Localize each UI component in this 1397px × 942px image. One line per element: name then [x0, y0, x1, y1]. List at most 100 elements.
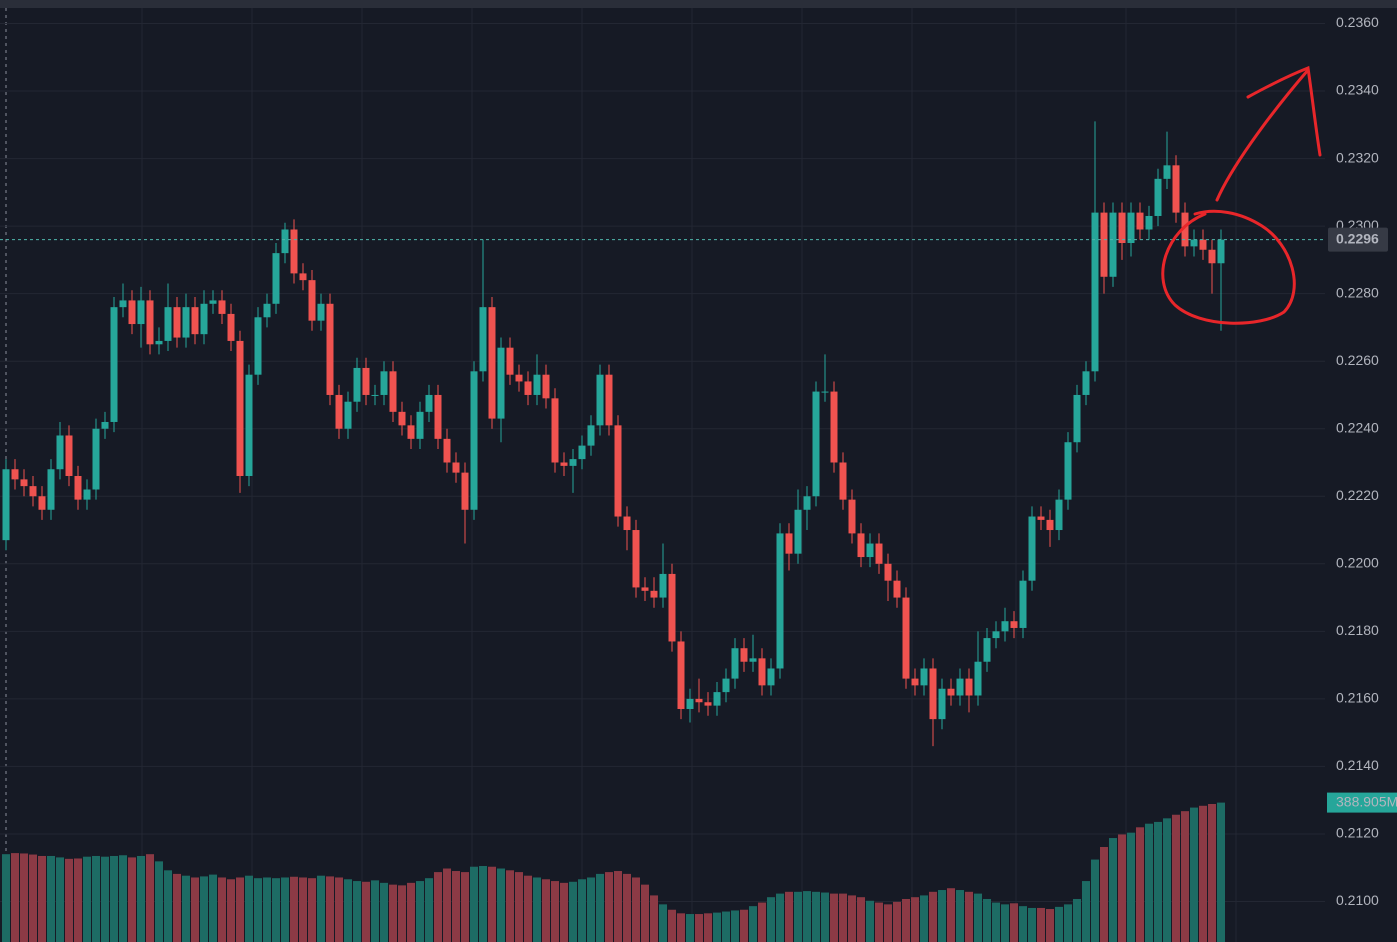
volume-bar — [254, 878, 262, 942]
volume-bar — [1055, 906, 1063, 942]
candle-body — [353, 367, 361, 402]
volume-bar — [1154, 821, 1162, 942]
candle-body — [254, 317, 262, 375]
y-tick-label: 0.2200 — [1336, 555, 1379, 571]
candle-body — [236, 340, 244, 476]
volume-bar — [731, 910, 739, 942]
volume-bar — [488, 866, 496, 942]
volume-bar — [380, 882, 388, 942]
volume-bar — [407, 882, 415, 942]
candle-body — [272, 253, 280, 304]
candle-body — [443, 438, 451, 463]
candle-body — [668, 573, 676, 642]
candle-body — [389, 371, 397, 412]
volume-bar — [146, 854, 154, 942]
candle-body — [650, 590, 658, 598]
volume-bar — [551, 881, 559, 942]
candle-body — [938, 688, 946, 720]
candle-body — [902, 597, 910, 679]
candle-body — [1001, 621, 1009, 632]
candle-body — [686, 698, 694, 709]
y-tick-label: 0.2140 — [1336, 757, 1379, 773]
candle-body — [578, 445, 586, 460]
volume-bar — [803, 891, 811, 942]
volume-bar — [1217, 802, 1225, 942]
volume-bar — [740, 909, 748, 942]
y-tick-label: 0.2360 — [1336, 14, 1379, 30]
candle-body — [1118, 212, 1126, 243]
candle-body — [182, 307, 190, 338]
candle-body — [155, 340, 163, 345]
candle-body — [830, 391, 838, 463]
volume-bar — [839, 893, 847, 942]
candle-body — [173, 307, 181, 338]
volume-bar — [1145, 823, 1153, 942]
volume-bar — [362, 881, 370, 942]
candle-body — [83, 489, 91, 500]
candle-body — [1136, 212, 1144, 230]
volume-bar — [38, 855, 46, 942]
candle-body — [128, 300, 136, 325]
volume-bar — [389, 884, 397, 942]
candle-body — [920, 668, 928, 686]
volume-bar — [452, 871, 460, 942]
volume-bar — [920, 895, 928, 942]
candle-body — [20, 479, 28, 487]
volume-bar — [785, 891, 793, 942]
candle-body — [56, 435, 64, 470]
candle-body — [1010, 621, 1018, 628]
volume-bar — [515, 872, 523, 942]
candle-body — [695, 698, 703, 703]
candle-body — [1127, 212, 1135, 243]
volume-bar — [848, 895, 856, 942]
annotation — [1161, 65, 1322, 325]
volume-bar — [470, 866, 478, 942]
candle-body — [803, 496, 811, 510]
candle-body — [677, 641, 685, 709]
y-tick-label: 0.2180 — [1336, 622, 1379, 638]
candle-body — [794, 509, 802, 554]
volume-bar — [308, 878, 316, 942]
candle-body — [1172, 165, 1180, 213]
candle-body — [29, 486, 37, 497]
volume-bar — [695, 914, 703, 942]
candle-body — [965, 678, 973, 696]
candle-body — [1208, 249, 1216, 264]
candle-body — [92, 428, 100, 490]
volume-bar — [119, 855, 127, 942]
plot: 0.2100 0.2120 0.2140 0.2160 0.2180 0.2200 0.22… — [0, 14, 1397, 942]
volume-bar — [11, 853, 19, 942]
candle-body — [731, 648, 739, 679]
candle-body — [569, 459, 577, 466]
candle-body — [362, 367, 370, 395]
volume-bar — [776, 893, 784, 942]
volume-bar — [524, 875, 532, 942]
candle-body — [542, 374, 550, 399]
y-tick-label: 0.2120 — [1336, 825, 1379, 841]
candle-body — [911, 678, 919, 686]
candle-body — [290, 229, 298, 274]
candle-body — [371, 394, 379, 396]
candle-body — [164, 307, 172, 341]
candle-body — [857, 533, 865, 558]
candle-body — [416, 411, 424, 439]
volume-bar — [1181, 811, 1189, 942]
candle-body — [200, 303, 208, 335]
candle-body — [317, 303, 325, 321]
candle-body — [704, 702, 712, 706]
volume-bar — [353, 881, 361, 942]
volume-bar — [236, 877, 244, 942]
volume-bar — [101, 856, 109, 942]
volume-bar — [623, 873, 631, 942]
volume-bar — [434, 872, 442, 942]
candle-body — [1019, 580, 1027, 628]
candle-body — [308, 280, 316, 321]
volume-bar — [1010, 903, 1018, 942]
candle-body — [749, 658, 757, 662]
volume-bar — [875, 902, 883, 942]
volume-bar — [1028, 907, 1036, 942]
candle-body — [893, 580, 901, 598]
volume-bar — [614, 871, 622, 942]
volume-bar — [218, 877, 226, 942]
